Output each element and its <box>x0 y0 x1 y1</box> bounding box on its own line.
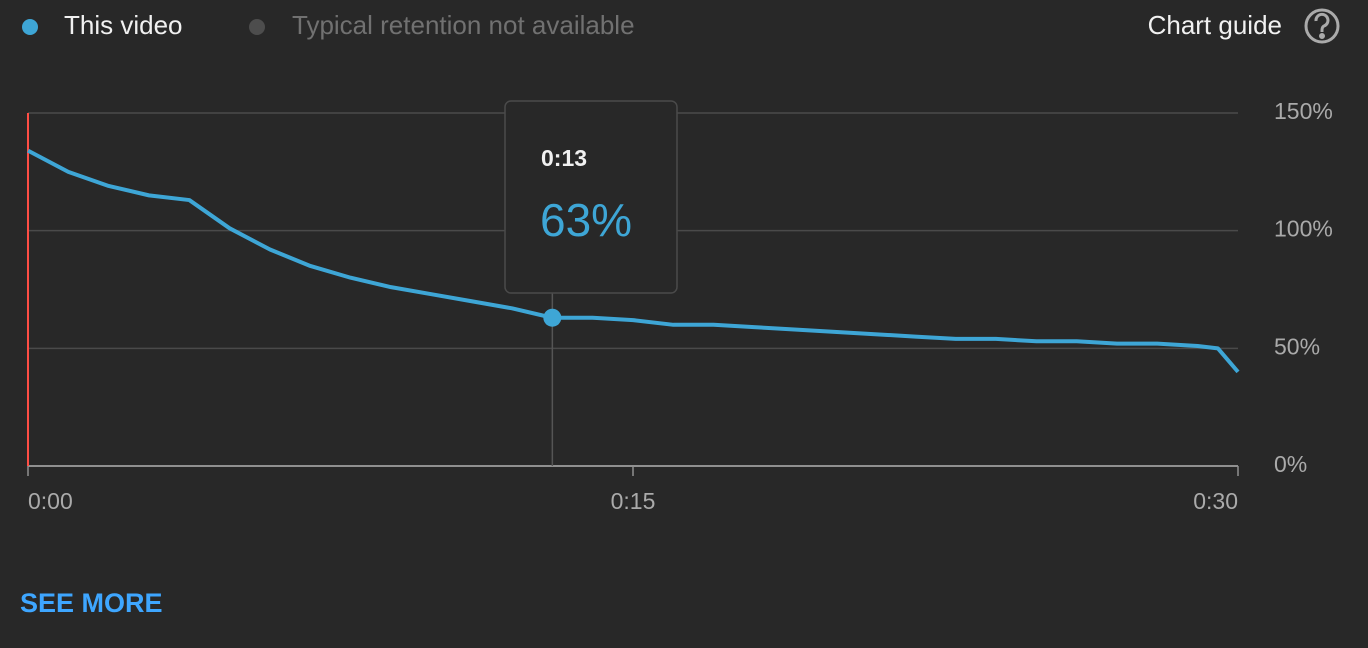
y-tick-label: 50% <box>1274 333 1320 359</box>
tooltip-value: 63% <box>540 194 632 246</box>
legend-dot <box>249 19 265 35</box>
y-tick-label: 150% <box>1274 98 1333 124</box>
y-tick-label: 0% <box>1274 451 1307 477</box>
tooltip-time: 0:13 <box>541 145 587 171</box>
see-more[interactable]: SEE MORE <box>20 588 163 618</box>
hover-point <box>543 308 562 327</box>
legend-label: This video <box>64 10 183 40</box>
x-tick-label: 0:00 <box>28 488 73 514</box>
x-tick-label: 0:15 <box>611 488 656 514</box>
legend-dot <box>22 19 38 35</box>
legend-label: Typical retention not available <box>292 10 635 40</box>
chart-guide[interactable]: Chart guide <box>1148 10 1282 40</box>
x-tick-label: 0:30 <box>1193 488 1238 514</box>
retention-line <box>27 148 1240 374</box>
y-tick-label: 100% <box>1274 216 1333 242</box>
help-icon[interactable] <box>1304 8 1340 44</box>
tooltip-box <box>504 100 678 294</box>
